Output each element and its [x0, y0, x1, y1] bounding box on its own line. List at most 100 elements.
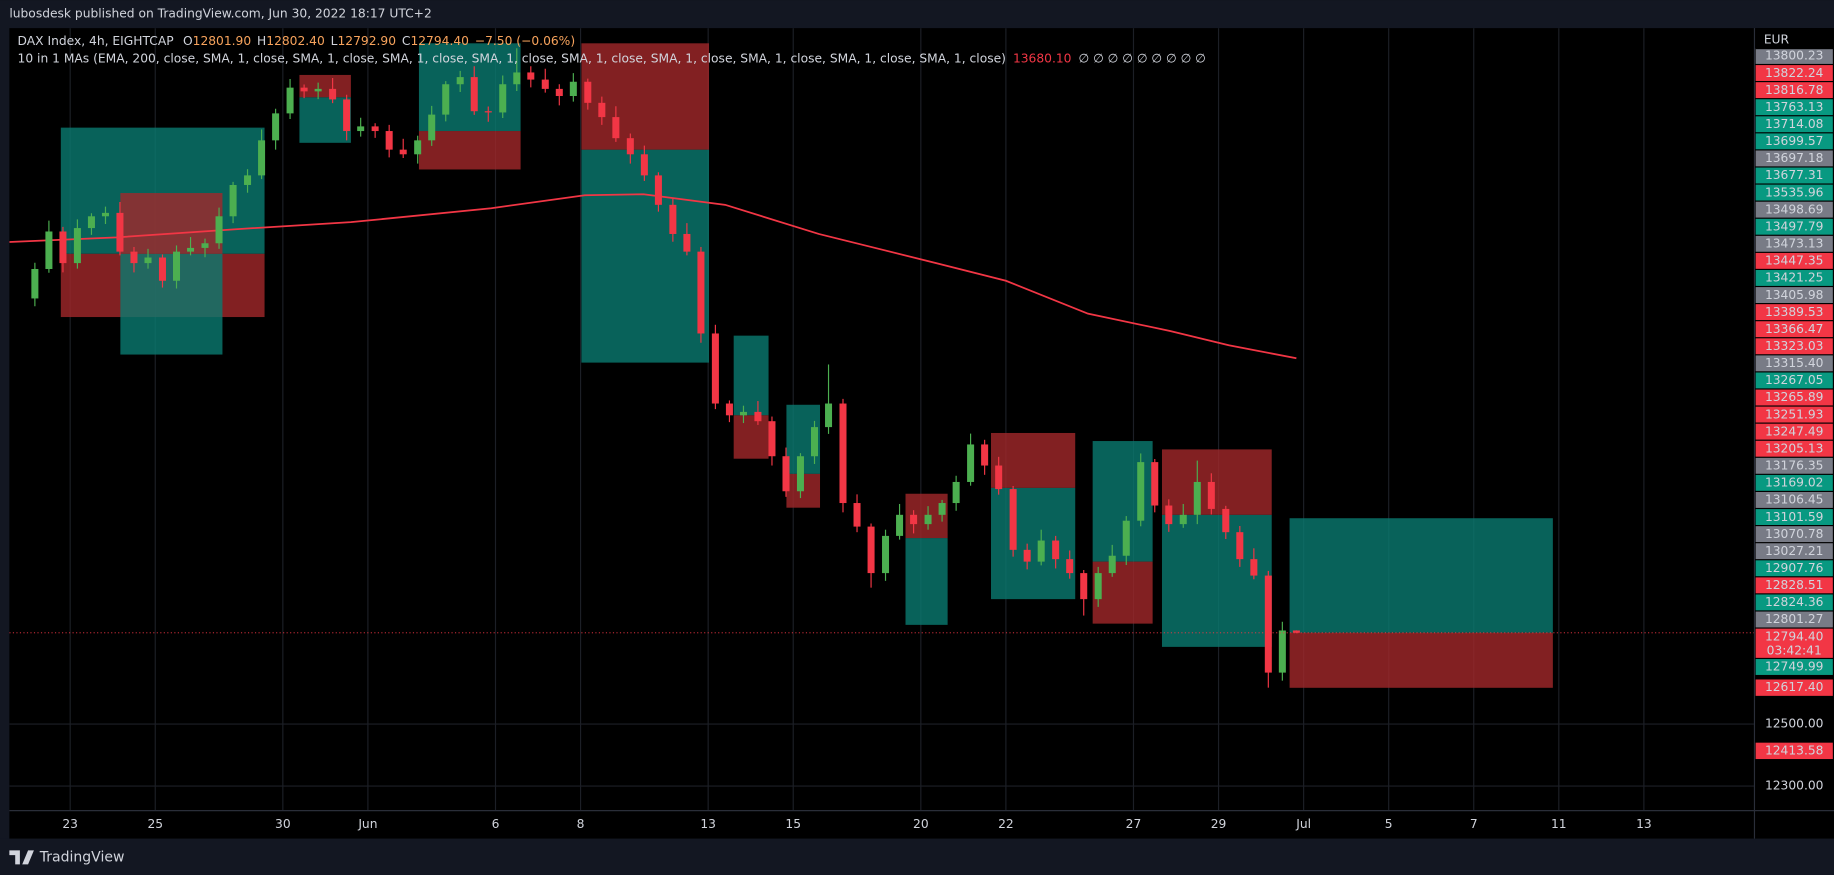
ohlc-key: C [402, 33, 411, 47]
indicator-value: 13680.10 [1013, 51, 1072, 65]
x-tick-label: 27 [1126, 817, 1142, 831]
candle-body [754, 411, 762, 422]
price-label-box [1755, 321, 1833, 338]
candle-body [839, 403, 847, 504]
price-label: 13101.59 [1765, 510, 1824, 524]
x-tick-label: Jul [1295, 817, 1311, 831]
candle-body [796, 456, 804, 492]
ohlc-key: O [183, 33, 193, 47]
candle-body [470, 77, 478, 112]
price-label-box [1755, 372, 1833, 389]
candle-body [654, 175, 662, 205]
price-label: 13497.79 [1765, 219, 1824, 233]
footer [0, 838, 1834, 875]
price-label: 13473.13 [1765, 237, 1824, 251]
price-label-box [1755, 423, 1833, 440]
candle-body [555, 88, 563, 97]
price-tag: 12413.58 [1765, 743, 1824, 757]
symbol-legend: DAX Index, 4h, EIGHTCAP O12801.90 H12802.4… [18, 33, 576, 47]
x-tick-label: 5 [1385, 817, 1393, 831]
indicator: 10 in 1 MAs (EMA, 200, close, SMA, 1, cl… [18, 51, 1006, 65]
candle-body [853, 503, 861, 527]
x-tick-label: 22 [998, 817, 1014, 831]
candle-body [1023, 549, 1031, 562]
price-label-box [1755, 99, 1833, 116]
candle-body [229, 184, 237, 217]
candle-body [144, 257, 152, 264]
candle-body [116, 212, 124, 252]
candle-body [952, 481, 960, 504]
ohlc-value: 12801.90 [193, 33, 252, 47]
candle-body [1193, 481, 1201, 515]
candle-body [173, 251, 181, 281]
price-label: 13315.40 [1765, 356, 1824, 370]
price-label-box [1755, 235, 1833, 252]
candle-body [810, 427, 819, 457]
ohlc-value: 12802.40 [266, 33, 325, 47]
candle-body [867, 526, 875, 574]
candle-body [527, 72, 535, 80]
stop-zone [1161, 449, 1272, 515]
currency-band [1755, 28, 1834, 50]
stop-zone [991, 432, 1076, 488]
candle-body [130, 251, 138, 264]
candle-body [45, 231, 53, 269]
brand-logo [9, 850, 34, 865]
stop-zone [1092, 561, 1153, 624]
price-label: 13267.05 [1765, 373, 1824, 387]
candle-body [244, 175, 252, 185]
candle-body [995, 465, 1003, 490]
candle-body [201, 243, 209, 248]
price-label: 12794.40 [1765, 629, 1824, 643]
stop-zone [733, 415, 769, 459]
target-zone [120, 253, 223, 355]
plot-area [9, 28, 1834, 839]
price-label: 13447.35 [1765, 254, 1824, 268]
candle-body [1094, 573, 1102, 600]
candle-body [272, 113, 280, 141]
stop-zone [1289, 632, 1553, 688]
publisher: lubosdesk published on TradingView.com, … [9, 7, 431, 21]
candle-body [598, 102, 606, 118]
x-tick-label: 29 [1211, 817, 1227, 831]
x-tick-label: 13 [700, 817, 716, 831]
x-tick-label: 13 [1636, 817, 1652, 831]
price-label-box [1755, 594, 1833, 611]
price-label: 13816.78 [1765, 83, 1824, 97]
price-label: 13265.89 [1765, 390, 1824, 404]
candle-body [385, 131, 393, 150]
x-tick-label: 6 [492, 817, 500, 831]
price-label-box [1755, 150, 1833, 167]
ohlc-key: L [331, 33, 338, 47]
x-tick-label: 20 [913, 817, 929, 831]
target-zone [1289, 518, 1553, 633]
price-label: 13498.69 [1765, 202, 1824, 216]
price-label: 13535.96 [1765, 185, 1824, 199]
price-label-box [1755, 218, 1833, 235]
price-label: 13405.98 [1765, 288, 1824, 302]
price-label: 13247.49 [1765, 424, 1824, 438]
price-label: 12824.36 [1765, 595, 1824, 609]
price-label-box [1755, 659, 1833, 675]
candle-body [399, 149, 407, 155]
candle-body [1278, 630, 1286, 673]
price-label-box [1755, 492, 1833, 508]
price-label: 13421.25 [1765, 271, 1824, 285]
price-label-box [1755, 457, 1833, 474]
candle-body [258, 140, 266, 176]
price-label-box [1755, 543, 1833, 560]
candle-body [683, 233, 691, 252]
candle-body [882, 535, 890, 574]
candle-body [343, 99, 351, 132]
candle-body [499, 84, 507, 113]
price-label-box [1755, 287, 1833, 303]
x-tick-label: 25 [147, 817, 163, 831]
price-label-box [1755, 48, 1833, 64]
ema-layer [9, 193, 1297, 360]
price-label: 13677.31 [1765, 168, 1824, 182]
price-label-box [1755, 406, 1833, 423]
price-label-box [1755, 389, 1833, 406]
price-label-box [1755, 184, 1833, 201]
candle-body [187, 247, 195, 252]
candle-body [357, 126, 365, 132]
